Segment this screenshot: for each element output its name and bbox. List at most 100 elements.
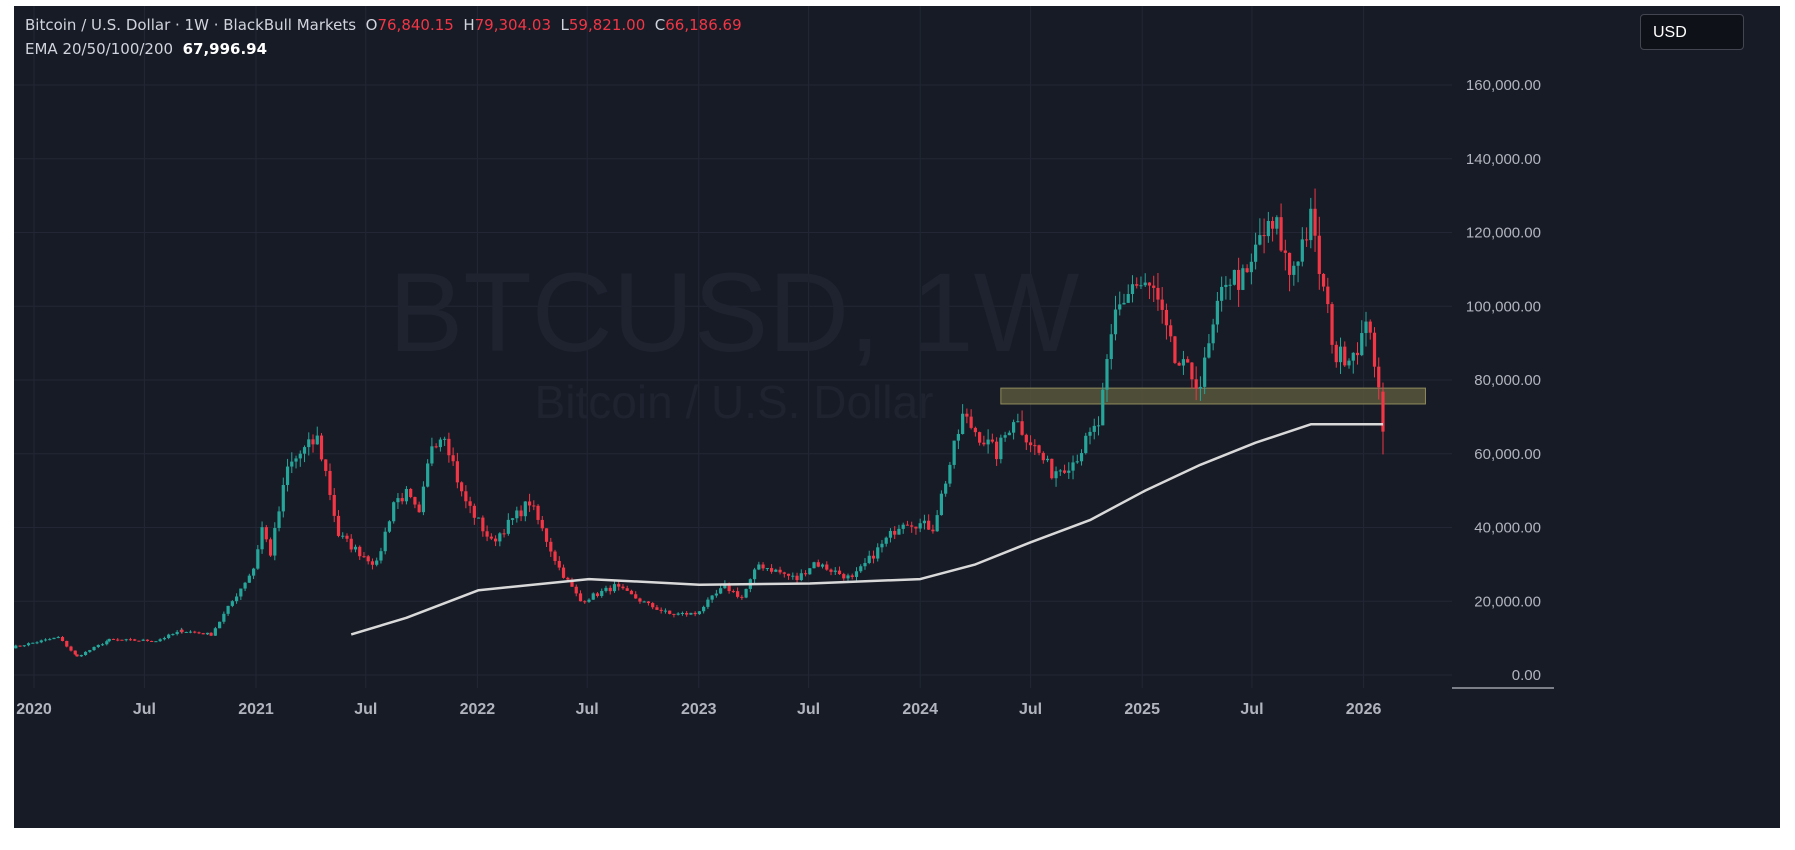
- candle-body: [434, 446, 438, 448]
- candle-body: [871, 555, 876, 559]
- candle-body: [1262, 235, 1266, 237]
- candle-body: [141, 639, 145, 641]
- candle-body: [493, 538, 498, 542]
- candle-body: [1364, 321, 1368, 334]
- candle-body: [1211, 324, 1215, 344]
- candle-body: [799, 573, 803, 581]
- candle-body: [1249, 261, 1253, 273]
- candle-body: [162, 638, 167, 640]
- candle-body: [481, 517, 485, 532]
- close-value: 66,186.69: [665, 16, 742, 34]
- candle-body: [197, 632, 201, 634]
- candle-body: [744, 588, 748, 598]
- time-tick-label: 2026: [1346, 701, 1382, 718]
- candle-body: [1156, 287, 1160, 300]
- candle-body: [1372, 332, 1377, 367]
- candle-body: [230, 601, 234, 606]
- candle-body: [1292, 265, 1296, 275]
- low-value: 59,821.00: [568, 16, 646, 34]
- candle-body: [379, 551, 383, 561]
- candle-body: [786, 573, 791, 576]
- price-chart[interactable]: BTCUSD, 1W Bitcoin / U.S. Dollar 160,000…: [14, 6, 1780, 828]
- candle-body: [430, 446, 434, 464]
- candle-body: [154, 641, 158, 643]
- watermark-name: Bitcoin / U.S. Dollar: [535, 376, 934, 428]
- candle-body: [600, 590, 604, 596]
- candle-body: [150, 640, 154, 642]
- candle-body: [1071, 462, 1075, 471]
- candle-body: [180, 629, 184, 633]
- candle-body: [965, 413, 969, 417]
- candle-body: [676, 613, 680, 615]
- candle-body: [1203, 357, 1207, 387]
- time-tick-label: 2021: [238, 701, 274, 718]
- candle-body: [175, 631, 179, 635]
- high-label: H: [463, 16, 475, 34]
- candle-body: [451, 455, 455, 462]
- symbol-title: Bitcoin / U.S. Dollar · 1W · BlackBull M…: [25, 16, 357, 34]
- candle-body: [1147, 282, 1152, 286]
- candle-body: [396, 498, 400, 503]
- candle-body: [1062, 470, 1067, 473]
- high-value: 79,304.03: [474, 16, 551, 34]
- candle-body: [642, 601, 646, 603]
- candle-body: [1245, 268, 1249, 273]
- candle-body: [247, 575, 251, 583]
- candle-body: [922, 520, 927, 524]
- candle-body: [443, 438, 447, 440]
- candle-body: [1054, 471, 1058, 479]
- candle-body: [315, 435, 319, 445]
- candle-body: [659, 609, 663, 611]
- candle-body: [825, 564, 829, 570]
- candle-body: [1270, 220, 1275, 229]
- candle-body: [69, 646, 73, 651]
- candle-body: [111, 638, 116, 640]
- candle-body: [294, 458, 298, 462]
- time-tick-label: Jul: [354, 701, 377, 718]
- candle-body: [612, 584, 617, 592]
- ema-value: 67,996.94: [182, 40, 268, 58]
- symbol-legend[interactable]: Bitcoin / U.S. Dollar · 1W · BlackBull M…: [25, 16, 742, 34]
- candle-body: [999, 437, 1003, 460]
- candle-body: [1079, 453, 1084, 462]
- candle-body: [404, 488, 409, 502]
- candle-body: [710, 595, 714, 600]
- candle-body: [897, 528, 901, 535]
- candle-body: [281, 484, 285, 512]
- chart-pane[interactable]: BTCUSD, 1W Bitcoin / U.S. Dollar 160,000…: [14, 6, 1780, 828]
- candle-body: [251, 568, 256, 576]
- candle-body: [1050, 458, 1054, 479]
- candle-body: [527, 501, 532, 506]
- candle-body: [863, 562, 867, 567]
- currency-selector[interactable]: USD: [1640, 14, 1744, 50]
- candle-body: [358, 546, 362, 557]
- candle-body: [100, 644, 105, 646]
- candle-body: [846, 575, 850, 579]
- time-tick-label: 2022: [460, 701, 496, 718]
- candle-body: [757, 564, 761, 570]
- candle-body: [803, 573, 808, 575]
- candle-body: [56, 637, 60, 639]
- candle-body: [362, 556, 366, 558]
- candle-body: [621, 586, 625, 589]
- candle-body: [1258, 235, 1262, 245]
- candle-body: [532, 505, 536, 507]
- candle-body: [795, 575, 799, 581]
- candle-body: [1355, 352, 1360, 356]
- candle-body: [1351, 352, 1355, 361]
- candle-body: [1045, 458, 1050, 461]
- candle-body: [273, 528, 277, 556]
- candle-body: [808, 568, 812, 575]
- candle-body: [1309, 208, 1313, 241]
- candle-body: [243, 582, 247, 589]
- candle-body: [1109, 334, 1113, 360]
- candle-body: [578, 593, 583, 602]
- candle-body: [884, 537, 888, 544]
- candle-body: [421, 486, 426, 513]
- candle-body: [540, 519, 544, 529]
- ema-legend[interactable]: EMA 20/50/100/200 67,996.94: [25, 40, 267, 58]
- candle-body: [124, 639, 128, 641]
- watermark-symbol: BTCUSD, 1W: [389, 250, 1080, 375]
- candle-body: [506, 519, 510, 534]
- candle-body: [188, 631, 193, 633]
